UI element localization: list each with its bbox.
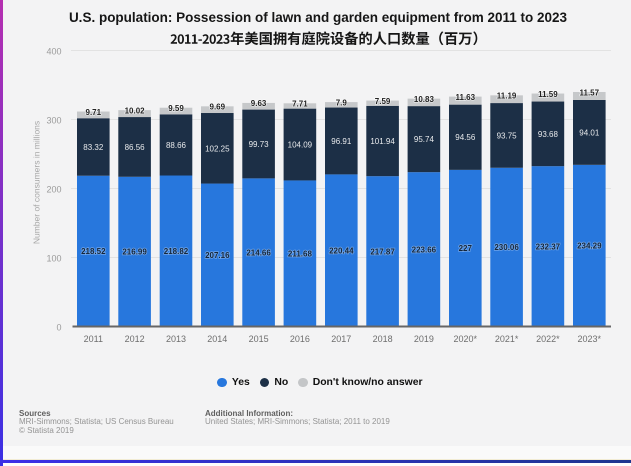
svg-text:400: 400 bbox=[46, 47, 61, 57]
svg-text:11.19: 11.19 bbox=[497, 92, 517, 101]
svg-text:234.29: 234.29 bbox=[577, 242, 602, 251]
svg-text:9.63: 9.63 bbox=[251, 99, 267, 108]
svg-text:94.01: 94.01 bbox=[579, 128, 600, 137]
svg-text:227: 227 bbox=[459, 244, 473, 253]
svg-text:207.16: 207.16 bbox=[205, 251, 230, 260]
svg-text:11.59: 11.59 bbox=[538, 90, 558, 99]
svg-text:96.91: 96.91 bbox=[331, 137, 352, 146]
svg-text:2012: 2012 bbox=[125, 334, 145, 344]
svg-text:86.56: 86.56 bbox=[125, 143, 146, 152]
svg-text:102.25: 102.25 bbox=[205, 144, 230, 153]
svg-text:2015: 2015 bbox=[249, 334, 269, 344]
svg-text:2021*: 2021* bbox=[495, 334, 519, 344]
svg-text:11.63: 11.63 bbox=[456, 93, 476, 102]
svg-text:211.68: 211.68 bbox=[288, 250, 313, 259]
svg-text:2013: 2013 bbox=[166, 334, 186, 344]
svg-text:2018: 2018 bbox=[373, 334, 393, 344]
svg-text:9.59: 9.59 bbox=[168, 104, 184, 113]
svg-text:220.44: 220.44 bbox=[329, 246, 354, 255]
svg-text:232.37: 232.37 bbox=[536, 242, 561, 251]
svg-text:2017: 2017 bbox=[331, 334, 351, 344]
svg-text:7.9: 7.9 bbox=[336, 98, 348, 107]
svg-text:217.87: 217.87 bbox=[370, 247, 395, 256]
svg-text:7.59: 7.59 bbox=[375, 97, 391, 106]
svg-text:223.66: 223.66 bbox=[412, 245, 437, 254]
svg-text:230.06: 230.06 bbox=[494, 243, 519, 252]
svg-text:300: 300 bbox=[46, 116, 61, 126]
svg-text:7.71: 7.71 bbox=[292, 100, 308, 109]
svg-text:11.57: 11.57 bbox=[580, 88, 600, 97]
svg-text:2019: 2019 bbox=[414, 334, 434, 344]
svg-text:2022*: 2022* bbox=[536, 334, 560, 344]
svg-text:218.82: 218.82 bbox=[164, 247, 189, 256]
svg-text:2016: 2016 bbox=[290, 334, 310, 344]
svg-text:200: 200 bbox=[46, 185, 61, 195]
svg-text:Number of consumers in million: Number of consumers in millions bbox=[31, 121, 41, 244]
svg-text:10.83: 10.83 bbox=[414, 95, 435, 104]
svg-text:2020*: 2020* bbox=[454, 334, 478, 344]
svg-text:2014: 2014 bbox=[207, 334, 227, 344]
svg-text:9.69: 9.69 bbox=[210, 103, 226, 112]
svg-text:93.75: 93.75 bbox=[497, 131, 518, 140]
svg-text:216.99: 216.99 bbox=[122, 248, 147, 257]
svg-text:2011: 2011 bbox=[84, 334, 103, 344]
svg-text:10.02: 10.02 bbox=[125, 106, 146, 115]
svg-text:218.52: 218.52 bbox=[81, 247, 106, 256]
svg-text:95.74: 95.74 bbox=[414, 135, 435, 144]
svg-text:88.66: 88.66 bbox=[166, 141, 187, 150]
svg-text:93.68: 93.68 bbox=[538, 130, 559, 139]
svg-text:214.66: 214.66 bbox=[246, 248, 271, 257]
svg-text:83.32: 83.32 bbox=[83, 143, 104, 152]
svg-text:99.73: 99.73 bbox=[249, 140, 270, 149]
svg-text:101.94: 101.94 bbox=[370, 137, 395, 146]
svg-text:2023*: 2023* bbox=[578, 334, 602, 344]
svg-text:100: 100 bbox=[46, 254, 61, 264]
svg-text:104.09: 104.09 bbox=[288, 141, 313, 150]
svg-text:94.56: 94.56 bbox=[455, 133, 476, 142]
svg-text:0: 0 bbox=[56, 323, 61, 333]
svg-text:9.71: 9.71 bbox=[86, 108, 102, 117]
